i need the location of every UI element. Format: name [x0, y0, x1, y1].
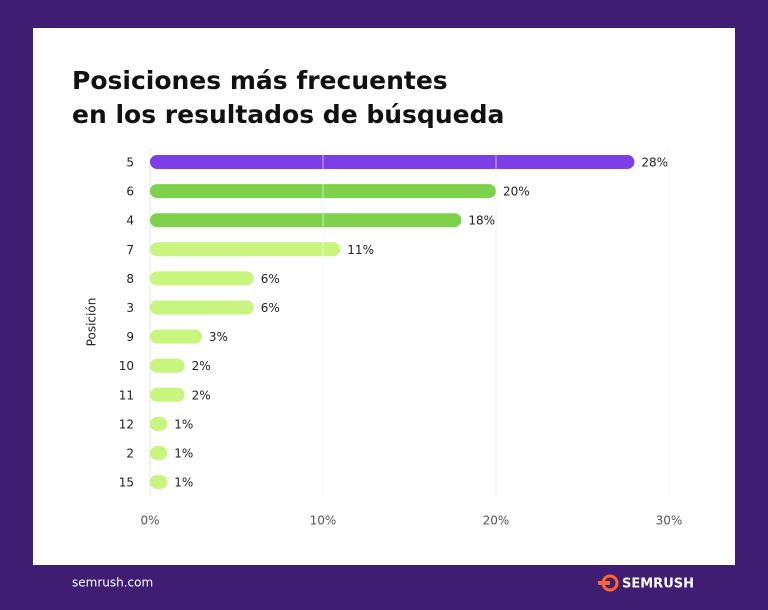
x-tick-label: 30%	[656, 514, 683, 528]
footer-site: semrush.com	[72, 576, 153, 590]
value-label: 18%	[468, 214, 495, 228]
bar	[150, 155, 635, 169]
value-label: 1%	[174, 476, 193, 490]
y-tick-label: 15	[119, 476, 134, 490]
x-tick-label: 0%	[140, 514, 159, 528]
value-label: 11%	[347, 243, 374, 257]
value-label: 2%	[192, 388, 211, 402]
bar	[150, 358, 185, 373]
y-tick-label: 7	[126, 243, 134, 257]
value-label: 1%	[174, 447, 193, 461]
y-tick-label: 6	[126, 185, 134, 199]
y-tick-label: 10	[119, 359, 134, 373]
value-label: 6%	[261, 272, 280, 286]
bar	[150, 242, 341, 257]
y-tick-label: 5	[126, 156, 134, 170]
y-tick-label: 11	[119, 388, 134, 402]
value-label: 20%	[503, 185, 530, 199]
value-label: 28%	[641, 156, 668, 170]
x-tick-label: 20%	[483, 514, 510, 528]
bar	[150, 213, 462, 228]
bar	[150, 300, 254, 315]
bar	[150, 416, 168, 431]
chart-title: Posiciones más frecuentes	[72, 66, 448, 95]
y-tick-label: 8	[126, 272, 134, 286]
y-tick-label: 3	[126, 301, 134, 315]
y-tick-label: 2	[126, 447, 134, 461]
plot: 0% 10% 20% 30% 5 28% 6 20% 4 18% 7 11% 8 6% 3 6% 9 3% 10 2%…	[119, 148, 683, 528]
brand-logo: SEMRUSH	[598, 574, 694, 592]
bar	[150, 387, 185, 402]
y-tick-label: 12	[119, 417, 134, 431]
value-label: 6%	[261, 301, 280, 315]
bar	[150, 475, 168, 490]
bar	[150, 329, 202, 344]
value-label: 3%	[209, 330, 228, 344]
y-tick-label: 4	[126, 214, 134, 228]
x-tick-label: 10%	[310, 514, 337, 528]
logo-icon	[598, 581, 610, 585]
value-label: 1%	[174, 417, 193, 431]
y-tick-label: 9	[126, 330, 134, 344]
chart-title: en los resultados de búsqueda	[72, 100, 504, 129]
bar	[150, 446, 168, 460]
footer-brand: SEMRUSH	[622, 577, 694, 592]
bar	[150, 271, 254, 286]
y-axis-label: Posición	[85, 298, 99, 347]
value-label: 2%	[192, 359, 211, 373]
